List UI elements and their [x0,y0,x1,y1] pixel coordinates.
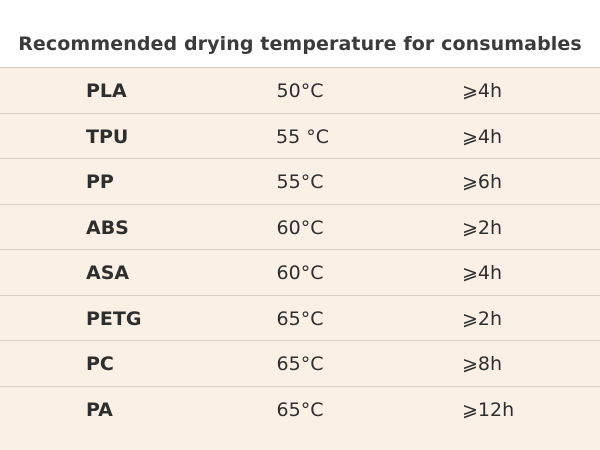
table-row: ASA 60°C ⩾4h [0,249,600,295]
drying-time-cell: ⩾2h [462,216,503,239]
drying-time-cell: ⩾4h [462,80,503,102]
table-row: PA 65°C ⩾12h [0,385,600,432]
material-cell: PLA [86,80,127,102]
material-cell: ASA [86,262,130,284]
drying-time-cell: ⩾4h [462,125,503,148]
drying-time-cell: ⩾12h [462,398,515,421]
table-row: ABS 60°C ⩾2h [0,203,600,250]
table-row: PETG 65°C ⩾2h [0,294,600,341]
material-cell: PP [86,171,114,193]
table-row: PP 55°C ⩾6h [0,158,600,204]
table-row: PC 65°C ⩾8h [0,340,600,386]
drying-time-cell: ⩾8h [462,353,503,375]
drying-time-cell: ⩾2h [462,307,503,330]
temperature-cell: 50°C [276,80,324,102]
temperature-cell: 65°C [276,398,324,421]
temperature-cell: 65°C [276,307,324,330]
page-title: Recommended drying temperature for consu… [18,33,582,55]
drying-table: PLA 50°C ⩾4h TPU 55 °C ⩾4h PP 55°C ⩾6h A… [0,67,600,450]
material-cell: ABS [86,216,129,239]
temperature-cell: 65°C [276,353,324,375]
table-row: PLA 50°C ⩾4h [0,67,600,113]
temperature-cell: 60°C [276,216,324,239]
material-cell: PC [86,353,114,375]
temperature-cell: 55°C [276,171,324,193]
material-cell: PETG [86,307,142,330]
table-row: TPU 55 °C ⩾4h [0,112,600,159]
drying-time-cell: ⩾6h [462,171,503,193]
temperature-cell: 55 °C [276,125,329,148]
drying-time-cell: ⩾4h [462,262,503,284]
material-cell: PA [86,398,113,421]
temperature-cell: 60°C [276,262,324,284]
material-cell: TPU [86,125,129,148]
